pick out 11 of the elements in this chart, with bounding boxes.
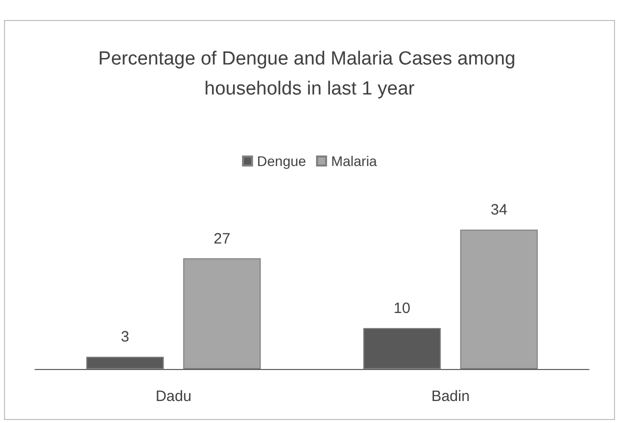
bar — [183, 258, 261, 369]
bar — [460, 230, 538, 369]
legend-label: Malaria — [331, 153, 378, 169]
x-tick-label: Dadu — [156, 388, 192, 405]
data-label: 3 — [120, 328, 130, 346]
legend-label: Dengue — [257, 153, 306, 169]
chart-title: Percentage of Dengue and Malaria Cases among households in last 1 year — [98, 48, 521, 100]
data-label: 10 — [394, 300, 410, 317]
data-label: 34 — [490, 202, 508, 219]
data-label: 27 — [214, 230, 230, 248]
x-tick-label: Badin — [431, 388, 470, 405]
